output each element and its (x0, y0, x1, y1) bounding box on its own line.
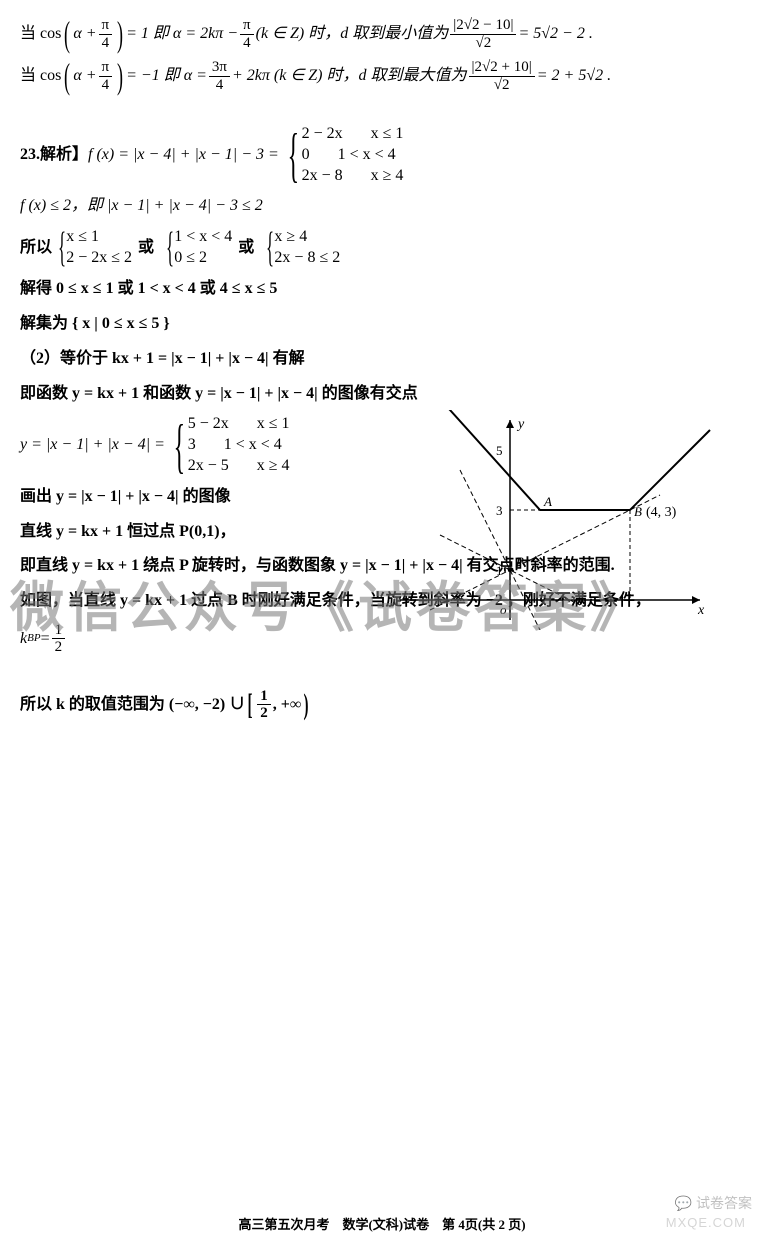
text: 所以 (20, 234, 52, 263)
fraction: π 4 (240, 17, 254, 51)
lbrace: { (174, 416, 186, 476)
fraction: π 4 (99, 59, 113, 93)
text: 画出 y = |x − 1| + |x − 4| 的图像 (20, 483, 231, 512)
page-footer: 高三第五次月考 数学(文科)试卷 第 4页(共 2 页) (0, 1213, 764, 1236)
rparen: ) (117, 16, 123, 52)
lparen: ( (64, 58, 70, 94)
tick-5: 5 (496, 443, 503, 458)
tick-3: 3 (496, 503, 503, 518)
text: , +∞ (273, 691, 302, 720)
y-axis-label: y (516, 417, 525, 432)
solution-line-1: 当 cos ( α + π 4 ) = 1 即 α = 2kπ − π 4 (k… (20, 16, 744, 52)
subscript: BP (27, 629, 40, 649)
solution-line: 所以 { x ≤ 1 2 − 2x ≤ 2 或 { 1 < x < 4 0 ≤ … (20, 227, 744, 269)
text: d 取到最大值为 (359, 62, 467, 91)
text: f (x) = |x − 4| + |x − 1| − 3 = (88, 141, 279, 170)
solution-line: 解集为 { x | 0 ≤ x ≤ 5 } (20, 310, 744, 339)
lparen: ( (64, 16, 70, 52)
text: α + (73, 20, 96, 49)
lbrace: { (166, 227, 174, 269)
fraction: 1 2 (257, 688, 271, 722)
text: 解得 0 ≤ x ≤ 1 或 1 < x < 4 或 4 ≤ x ≤ 5 (20, 275, 277, 304)
piecewise: 1 < x < 4 0 ≤ 2 (174, 227, 232, 269)
text: 解集为 { x | 0 ≤ x ≤ 5 } (20, 310, 170, 339)
point-B-coord: (4, 3) (646, 505, 677, 520)
origin-label: o (500, 602, 507, 617)
text: 直线 y = kx + 1 恒过点 P(0,1)， (20, 518, 236, 547)
text: α + (73, 62, 96, 91)
rparen: ) (117, 58, 123, 94)
text: 即函数 y = kx + 1 和函数 y = |x − 1| + |x − 4|… (20, 380, 418, 409)
solution-line: 即函数 y = kx + 1 和函数 y = |x − 1| + |x − 4|… (20, 380, 744, 409)
fraction: π 4 (99, 17, 113, 51)
solution-line-final: 所以 k 的取值范围为 (−∞, −2) ∪ [ 1 2 , +∞ ) (20, 678, 744, 732)
solution-line-2: 当 cos ( α + π 4 ) = −1 即 α = 3π 4 + 2kπ … (20, 58, 744, 94)
solution-line: f (x) ≤ 2，即 |x − 1| + |x − 4| − 3 ≤ 2 (20, 192, 744, 221)
text: f (x) ≤ 2，即 |x − 1| + |x − 4| − 3 ≤ 2 (20, 192, 263, 221)
function-graph: y x o 5 3 1 A B (4, 3) P (400, 410, 720, 630)
text: （2）等价于 kx + 1 = |x − 1| + |x − 4| 有解 (20, 345, 305, 374)
text: = (41, 625, 50, 654)
piecewise: 2 − 2xx ≤ 1 01 < x < 4 2x − 8x ≥ 4 (302, 124, 404, 186)
text: 所以 k 的取值范围为 (−∞, −2) ∪ (20, 691, 245, 720)
piecewise: 5 − 2xx ≤ 1 31 < x < 4 2x − 5x ≥ 4 (188, 414, 290, 476)
lbrace: { (266, 227, 274, 269)
text: 或 (238, 234, 254, 263)
solution-line: 解得 0 ≤ x ≤ 1 或 1 < x < 4 或 4 ≤ x ≤ 5 (20, 275, 744, 304)
piecewise: x ≤ 1 2 − 2x ≤ 2 (66, 227, 132, 269)
question-23-header: 23.解析】 f (x) = |x − 4| + |x − 1| − 3 = {… (20, 124, 744, 186)
text: = −1 即 α = (126, 62, 207, 91)
text: k (20, 625, 27, 654)
label: 23.解析】 (20, 141, 88, 170)
text: + 2kπ (k ∈ Z) 时， (232, 62, 359, 91)
point-A-label: A (543, 494, 552, 509)
text: = 1 即 α = 2kπ − (126, 20, 238, 49)
fraction: 1 2 (52, 622, 66, 656)
rparen: ) (304, 678, 309, 732)
solution-line: （2）等价于 kx + 1 = |x − 1| + |x − 4| 有解 (20, 345, 744, 374)
lbracket: [ (248, 678, 253, 732)
text: 当 cos (20, 62, 61, 91)
fraction: |2√2 + 10| √2 (469, 59, 535, 93)
text: = 2 + 5√2 . (537, 62, 611, 91)
text: (k ∈ Z) 时， (256, 20, 341, 49)
text: y = |x − 1| + |x − 4| = (20, 431, 165, 460)
fraction: |2√2 − 10| √2 (450, 17, 516, 51)
text: d 取到最小值为 (340, 20, 448, 49)
text: 当 cos (20, 20, 61, 49)
lbrace: { (287, 125, 299, 185)
fraction: 3π 4 (209, 59, 230, 93)
piecewise: x ≥ 4 2x − 8 ≤ 2 (274, 227, 340, 269)
text: 或 (138, 234, 154, 263)
x-axis-label: x (697, 603, 705, 618)
text: = 5√2 − 2 . (518, 20, 592, 49)
lbrace: { (58, 227, 66, 269)
